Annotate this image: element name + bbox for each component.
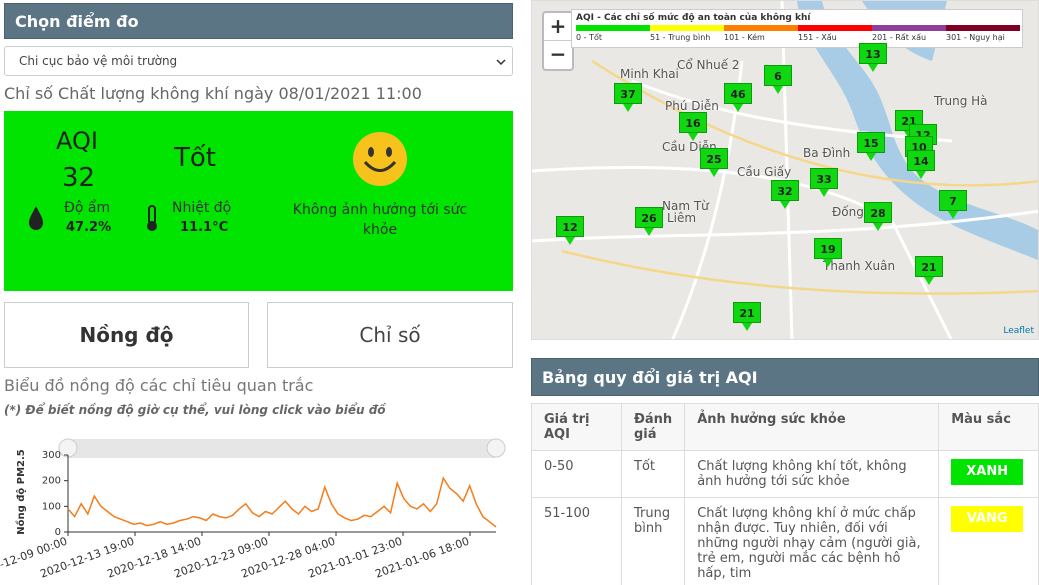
table-header-row: Giá trị AQI Đánh giá Ảnh hưởng sức khỏe Màu… <box>531 403 1039 451</box>
place-label: Đống <box>832 205 864 219</box>
table-wrap: Giá trị AQI Đánh giá Ảnh hưởng sức khỏe Màu… <box>531 403 1039 585</box>
y-tick-label: 200 <box>42 476 61 487</box>
station-name: Chi cục bảo vệ môi trường <box>19 54 178 68</box>
temperature-value: 11.1°C <box>180 220 229 235</box>
aqi-marker[interactable]: 21 <box>915 256 943 285</box>
legend-swatch <box>724 25 798 31</box>
zoom-in[interactable]: + <box>544 13 572 41</box>
humidity-value: 47.2% <box>66 220 112 235</box>
place-label: Cổ Nhuế 2 <box>677 58 740 72</box>
place-label: Minh Khai <box>620 67 679 81</box>
aqi-label: AQI <box>56 127 98 155</box>
temperature-label: Nhiệt độ <box>172 200 232 216</box>
legend-label: 151 - Xấu <box>798 33 837 42</box>
aqi-marker[interactable]: 16 <box>679 112 707 141</box>
legend-swatch <box>798 25 872 31</box>
color-cell: VÀNG <box>938 497 1039 585</box>
y-axis-label: Nồng độ PM2.5 <box>14 449 27 535</box>
aqi-marker[interactable]: 14 <box>907 150 935 179</box>
range-slider[interactable] <box>68 439 496 458</box>
aqi-title: Chỉ số Chất lượng không khí ngày 08/01/2… <box>4 84 422 103</box>
tab-index[interactable]: Chỉ số <box>267 302 513 368</box>
aqi-marker[interactable]: 12 <box>556 216 584 245</box>
table-cell: Trung bình <box>620 497 686 585</box>
legend-title: AQI - Các chỉ số mức độ an toàn của khôn… <box>576 13 811 23</box>
aqi-marker[interactable]: 13 <box>859 43 887 72</box>
attribution[interactable]: Leaflet <box>1003 326 1034 336</box>
aqi-marker[interactable]: 46 <box>724 83 752 112</box>
humidity-icon <box>29 206 43 230</box>
aqi-box: AQI 32 Tốt Độ ẩm 47.2% Nhiệt độ 11.1°C K… <box>4 111 513 291</box>
zoom-out[interactable]: − <box>549 42 567 66</box>
legend-label: 101 - Kém <box>724 33 765 42</box>
health-impact: Không ảnh hưởng tới sức khỏe <box>292 202 468 238</box>
legend-label: 201 - Rất xấu <box>872 33 927 42</box>
chart-note: (*) Để biết nồng độ giờ cụ thể, vui lòng… <box>4 403 386 417</box>
tab-concentration[interactable]: Nồng độ <box>4 302 249 368</box>
table-row: 0-50 Tốt Chất lượng không khí tốt, không ả… <box>531 450 1039 498</box>
table-cell: Chất lượng không khí ở mức chấp nhận đượ… <box>684 497 940 585</box>
pm25-line <box>67 476 497 528</box>
select-arrow <box>496 59 506 66</box>
legend-swatch <box>946 25 1020 31</box>
aqi-marker[interactable]: 19 <box>814 238 842 267</box>
station-select[interactable]: Chi cục bảo vệ môi trường <box>4 46 513 76</box>
column-header: Đánh giá <box>620 403 686 451</box>
aqi-marker[interactable]: 28 <box>864 202 892 231</box>
color-chip: VÀNG <box>951 506 1024 532</box>
y-tick-label: 0 <box>55 527 61 538</box>
aqi-rating: Tốt <box>174 143 216 173</box>
column-header: Màu sắc <box>938 403 1039 451</box>
legend-label: 51 - Trung bình <box>650 33 711 42</box>
aqi-value: 32 <box>62 163 96 193</box>
aqi-marker[interactable]: 21 <box>733 302 761 331</box>
legend-swatch <box>872 25 946 31</box>
y-tick-label: 300 <box>42 450 61 461</box>
aqi-marker[interactable]: 6 <box>764 65 792 94</box>
zoom-control: + − <box>542 11 574 71</box>
slider-handle[interactable] <box>58 438 78 458</box>
legend-swatch <box>576 25 650 31</box>
column-header: Giá trị AQI <box>531 403 622 451</box>
table-cell: 0-50 <box>531 450 622 498</box>
aqi-marker[interactable]: 37 <box>614 83 642 112</box>
legend-label: 301 - Nguy hại <box>946 33 1005 42</box>
legend-swatch <box>650 25 724 31</box>
humidity-label: Độ ẩm <box>64 200 111 216</box>
aqi-legend: AQI - Các chỉ số mức độ an toàn của khôn… <box>571 9 1023 48</box>
aqi-table: Giá trị AQI Đánh giá Ảnh hưởng sức khỏe Màu… <box>531 403 1039 585</box>
color-cell: XANH <box>938 450 1039 498</box>
aqi-marker[interactable]: 26 <box>635 207 663 236</box>
place-label: Thanh Xuân <box>823 259 896 273</box>
table-cell: Tốt <box>620 450 686 498</box>
panel-header: Chọn điểm đo <box>4 3 513 39</box>
chart-heading: Biểu đồ nồng độ các chỉ tiêu quan trắc <box>4 376 314 395</box>
temperature-icon <box>147 205 157 231</box>
place-label: Phú Diễn <box>665 99 719 113</box>
color-chip: XANH <box>951 459 1024 485</box>
place-label: Trung Hà <box>934 94 988 108</box>
y-tick-label: 100 <box>42 501 61 512</box>
map[interactable]: + − AQI - Các chỉ số mức độ an toàn của … <box>531 0 1039 340</box>
aqi-marker[interactable]: 25 <box>700 148 728 177</box>
slider-handle[interactable] <box>486 438 506 458</box>
place-label: Ba Đình <box>803 146 851 160</box>
table-cell: 51-100 <box>531 497 622 585</box>
place-label: Cầu Giấy <box>737 165 792 179</box>
aqi-marker[interactable]: 33 <box>810 168 838 197</box>
smiley-icon <box>353 132 407 186</box>
aqi-marker[interactable]: 32 <box>771 180 799 209</box>
column-header: Ảnh hưởng sức khỏe <box>684 403 940 451</box>
table-row: 51-100 Trung bình Chất lượng không khí ở m… <box>531 497 1039 585</box>
place-label: Liêm <box>667 211 697 225</box>
table-header: Bảng quy đổi giá trị AQI <box>531 358 1039 396</box>
aqi-marker[interactable]: 15 <box>857 132 885 161</box>
legend-label: 0 - Tốt <box>576 33 602 42</box>
aqi-marker[interactable]: 7 <box>939 190 967 219</box>
place-label: Nam Từ <box>662 199 709 213</box>
table-cell: Chất lượng không khí tốt, không ảnh hưởn… <box>684 450 940 498</box>
